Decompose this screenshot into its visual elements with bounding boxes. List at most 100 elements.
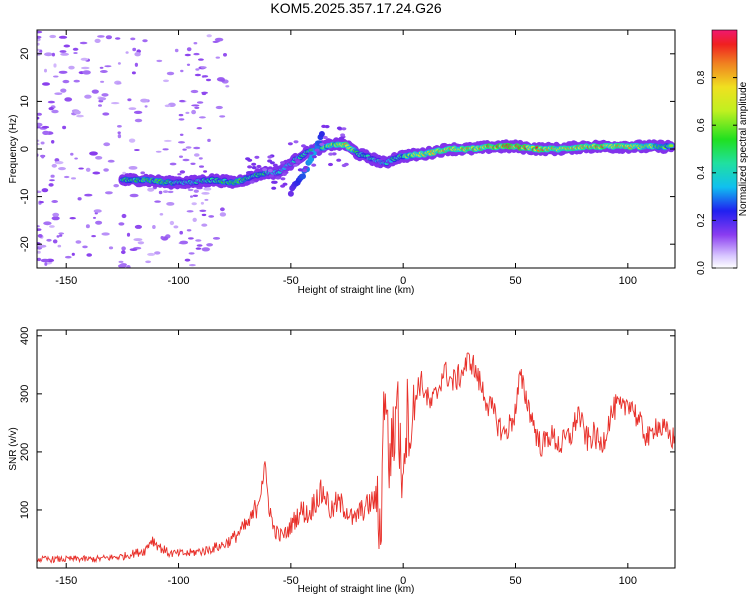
spectrogram-noise-blob [182, 158, 190, 162]
spectrogram-noise-blob [76, 114, 84, 118]
spectrogram-noise-blob [38, 244, 47, 248]
spectrogram-noise-blob [212, 237, 221, 240]
spectrogram-noise-blob [251, 166, 257, 170]
colorbar-frame [711, 29, 738, 269]
spectrogram-noise-blob [186, 47, 192, 52]
spectrogram-noise-blob [247, 165, 253, 169]
spectrogram-noise-blob [184, 53, 191, 57]
spectrogram-noise-blob [62, 125, 67, 130]
spectrogram-noise-blob [324, 125, 330, 129]
spectrogram-noise-blob [51, 140, 55, 144]
spectrogram-noise-blob [50, 174, 55, 178]
spectrogram-noise-blob [53, 75, 59, 78]
spectrogram-noise-blob [82, 70, 91, 75]
spectrogram-noise-blob [194, 106, 200, 110]
spectrogram-noise-blob [63, 175, 70, 179]
spectrogram-noise-blob [95, 156, 103, 160]
snr-ytick-label: 100 [19, 501, 31, 519]
colorbar-label: Normalized spectral amplitude [738, 81, 749, 216]
spectrogram-noise-blob [94, 38, 101, 44]
spectrogram-noise-blob [49, 225, 55, 228]
spectrogram-noise-blob [118, 222, 125, 226]
spectrogram-ridge-core [669, 144, 674, 148]
spectrogram-noise-blob [308, 151, 314, 155]
spectrogram-noise-blob [159, 213, 164, 216]
spectrogram-noise-blob [62, 79, 70, 84]
spectrogram-noise-blob [196, 101, 204, 104]
spectrogram-noise-blob [117, 62, 121, 65]
spectrogram-noise-blob [103, 168, 109, 172]
spectrogram-noise-blob [163, 79, 169, 83]
spectrogram-noise-blob [60, 88, 67, 93]
snr-xtick-label: -100 [168, 575, 190, 587]
spectrogram-noise-blob [37, 257, 41, 262]
spectrogram-noise-blob [293, 140, 299, 144]
spectrogram-noise-blob [302, 169, 308, 173]
spectrogram-noise-blob [63, 44, 71, 48]
spectrogram-noise-blob [85, 167, 91, 172]
spectrogram-noise-blob [281, 172, 287, 176]
spectrogram-noise-blob [37, 225, 40, 228]
colorbar: 0.0 0.2 0.4 0.6 0.8 Normalized spectral ampl… [696, 29, 749, 275]
spectrogram-noise-blob [179, 99, 186, 103]
spectrogram-noise-blob [73, 52, 78, 54]
spectrogram-branch [318, 131, 325, 137]
spectrogram-noise-blob [256, 164, 262, 169]
spectrogram-noise-blob [37, 48, 41, 51]
spectrogram-noise-blob [311, 155, 317, 159]
spectrogram-x-axis: -150 -100 -50 0 50 100 [55, 30, 637, 287]
spectrogram-noise-blob [271, 186, 277, 190]
spectrogram-noise-blob [156, 59, 163, 63]
spectrogram-noise-blob [188, 237, 194, 240]
spectrogram-noise-blob [328, 152, 334, 156]
spectrogram-noise-blob [57, 244, 62, 248]
spectrogram-noise-blob [92, 171, 101, 175]
spectrogram-noise-blob [40, 258, 50, 263]
spectrogram-noise-blob [110, 102, 120, 105]
spectrogram-noise-blob [340, 133, 346, 137]
spectrogram-noise-blob [105, 35, 112, 40]
spectrogram-noise-blob [37, 112, 42, 116]
spectrogram-noise-blob [140, 171, 145, 175]
spectrogram-noise-blob [51, 200, 58, 203]
spectrogram-noise-blob [155, 150, 162, 153]
spectrogram-noise-blob [44, 68, 47, 73]
spectrogram-noise-blob [122, 171, 126, 175]
spectrogram-xtick-label: 100 [619, 275, 637, 287]
spectrogram-noise-blob [51, 216, 60, 221]
spectrogram-noise-blob [193, 189, 199, 193]
spectrogram-noise-blob [37, 143, 40, 146]
spectrogram-noise-blob [276, 166, 282, 170]
spectrogram-noise-blob [196, 244, 203, 247]
spectrogram-noise-blob [154, 200, 161, 203]
spectrogram-noise-blob [44, 52, 53, 57]
spectrogram-noise-blob [310, 145, 315, 149]
spectrogram-noise-blob [190, 195, 193, 198]
spectrogram-noise-blob [339, 136, 345, 140]
spectrogram-noise-blob [41, 125, 50, 129]
spectrogram-noise-blob [169, 162, 177, 166]
spectrogram-noise-blob [195, 68, 200, 71]
spectrogram-noise-blob [78, 167, 84, 170]
spectrogram-noise-blob [134, 149, 140, 151]
spectrogram-noise-blob [133, 238, 143, 242]
spectrogram-noise-blob [65, 255, 72, 259]
snr-marks [37, 352, 675, 564]
spectrogram-noise-blob [201, 223, 208, 227]
spectrogram-noise-blob [134, 62, 138, 67]
spectrogram-noise-blob [37, 139, 40, 142]
spectrogram-y-label: Frequency (Hz) [8, 115, 19, 184]
spectrogram-noise-blob [37, 190, 42, 194]
spectrogram-noise-blob [95, 220, 103, 225]
spectrogram-noise-blob [195, 247, 202, 250]
spectrogram-noise-blob [322, 135, 328, 140]
spectrogram-noise-blob [58, 167, 66, 171]
spectrogram-noise-blob [49, 34, 57, 39]
spectrogram-noise-blob [108, 246, 114, 250]
spectrogram-noise-blob [69, 217, 76, 220]
spectrogram-noise-blob [117, 134, 122, 139]
spectrogram-noise-blob [251, 162, 257, 166]
spectrogram-noise-blob [191, 202, 197, 206]
spectrogram-noise-blob [121, 213, 127, 219]
spectrogram-x-label: Height of straight line (km) [298, 285, 415, 296]
